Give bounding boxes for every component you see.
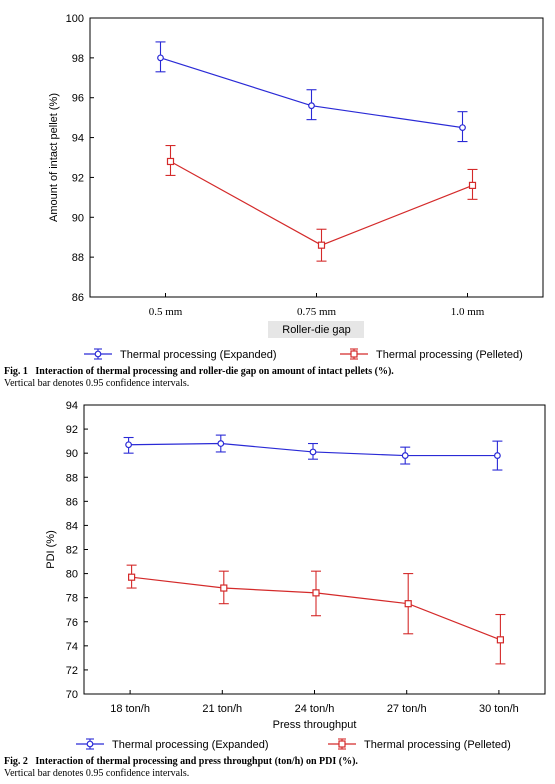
fig2-y-tick-label: 84 (66, 520, 78, 532)
fig2-y-tick-label: 92 (66, 424, 78, 436)
fig1-x-tick-label: 0.75 mm (297, 306, 337, 318)
fig1-y-tick-label: 90 (72, 212, 84, 224)
figure-1-note: Vertical bar denotes 0.95 confidence int… (4, 378, 190, 389)
figure-2-label: Fig. 2 (4, 756, 28, 767)
fig2-plot-frame (83, 404, 546, 695)
figure-1-chart: 86 88 90 92 94 96 98 100 0.5 mm 0.75 mm 1.0 mm Amou… (48, 13, 544, 361)
fig1-series-pelleted (165, 144, 478, 262)
figure-1-caption: Fig. 1 Interaction of thermal processing… (4, 366, 394, 390)
fig1-legend-label: Thermal processing (Pelleted) (376, 349, 523, 361)
fig2-legend-label: Thermal processing (Expanded) (112, 739, 269, 751)
fig1-data-point (317, 241, 326, 249)
fig2-y-tick-label: 80 (66, 569, 78, 581)
fig2-y-axis-label: PDI (%) (45, 530, 57, 569)
fig2-data-point (494, 452, 501, 459)
figure-1-title: Interaction of thermal processing and ro… (35, 366, 394, 377)
figure-2-chart: 70 72 74 76 78 80 82 84 86 88 90 92 94 18 ton/h 21 ton… (45, 400, 546, 751)
fig1-y-axis-label: Amount of intact pellet (%) (48, 93, 60, 222)
fig2-y-tick-label: 76 (66, 617, 78, 629)
fig1-data-point (459, 124, 466, 132)
fig2-legend-item-pelleted: Thermal processing (Pelleted) (328, 738, 511, 751)
fig2-data-point (125, 441, 133, 449)
fig2-data-point (128, 573, 136, 581)
fig2-y-tick-label: 94 (66, 400, 78, 412)
fig2-legend-item-expanded: Thermal processing (Expanded) (76, 738, 269, 751)
fig2-data-point (496, 636, 504, 644)
fig1-x-tick-label: 1.0 mm (451, 306, 485, 318)
fig1-legend-label: Thermal processing (Expanded) (120, 349, 277, 361)
fig2-y-tick-label: 82 (66, 545, 78, 557)
fig2-series-pelleted (126, 564, 506, 665)
fig2-data-point (309, 448, 317, 456)
figure-2-note: Vertical bar denotes 0.95 confidence int… (4, 768, 190, 779)
fig2-data-point (312, 589, 320, 597)
fig1-x-axis-label: Roller-die gap (282, 324, 350, 336)
fig1-legend-marker (350, 350, 358, 358)
fig1-y-tick-label: 94 (72, 133, 84, 145)
fig1-legend-item-expanded: Thermal processing (Expanded) (84, 348, 277, 361)
fig2-data-point (401, 452, 409, 459)
fig1-data-point (166, 157, 175, 166)
fig2-y-tick-label: 90 (66, 448, 78, 460)
fig2-y-tick-label: 70 (66, 689, 78, 701)
fig2-y-tick-label: 72 (66, 665, 78, 677)
fig2-x-tick-label: 27 ton/h (387, 703, 427, 715)
figure-2-title: Interaction of thermal processing and pr… (35, 756, 358, 767)
fig2-x-axis-label: Press throughput (273, 719, 357, 731)
fig1-y-tick-label: 98 (72, 53, 84, 65)
fig2-x-tick-label: 18 ton/h (110, 703, 150, 715)
fig2-series-expanded (123, 434, 503, 471)
fig1-y-tick-label: 92 (72, 172, 84, 184)
figure-2-caption: Fig. 2 Interaction of thermal processing… (4, 756, 358, 780)
fig2-x-tick-label: 24 ton/h (295, 703, 335, 715)
figure-1-label: Fig. 1 (4, 366, 28, 377)
fig1-y-tick-label: 100 (66, 13, 84, 25)
fig2-legend-marker (86, 740, 94, 748)
fig2-y-tick-label: 78 (66, 593, 78, 605)
fig1-legend-item-pelleted: Thermal processing (Pelleted) (340, 348, 523, 361)
fig1-y-tick-label: 88 (72, 252, 84, 264)
fig2-data-point (217, 440, 225, 447)
fig2-data-point (220, 584, 228, 592)
fig1-data-point (157, 54, 164, 62)
fig1-data-point (308, 102, 315, 110)
fig1-x-axis-label-box (268, 321, 364, 338)
fig2-x-tick-label: 21 ton/h (202, 703, 242, 715)
fig1-x-tick-label: 0.5 mm (149, 306, 183, 318)
fig1-data-point (468, 181, 477, 189)
fig2-data-point (404, 600, 412, 608)
fig1-series-expanded (155, 41, 468, 143)
fig2-x-tick-label: 30 ton/h (479, 703, 519, 715)
fig1-y-tick-label: 86 (72, 292, 84, 304)
fig2-legend-label: Thermal processing (Pelleted) (364, 739, 511, 751)
fig2-y-tick-label: 74 (66, 641, 78, 653)
fig2-legend-marker (338, 740, 346, 748)
fig1-legend-marker (94, 350, 102, 358)
fig2-y-tick-label: 88 (66, 472, 78, 484)
fig2-y-tick-label: 86 (66, 496, 78, 508)
fig1-y-tick-label: 96 (72, 93, 84, 105)
